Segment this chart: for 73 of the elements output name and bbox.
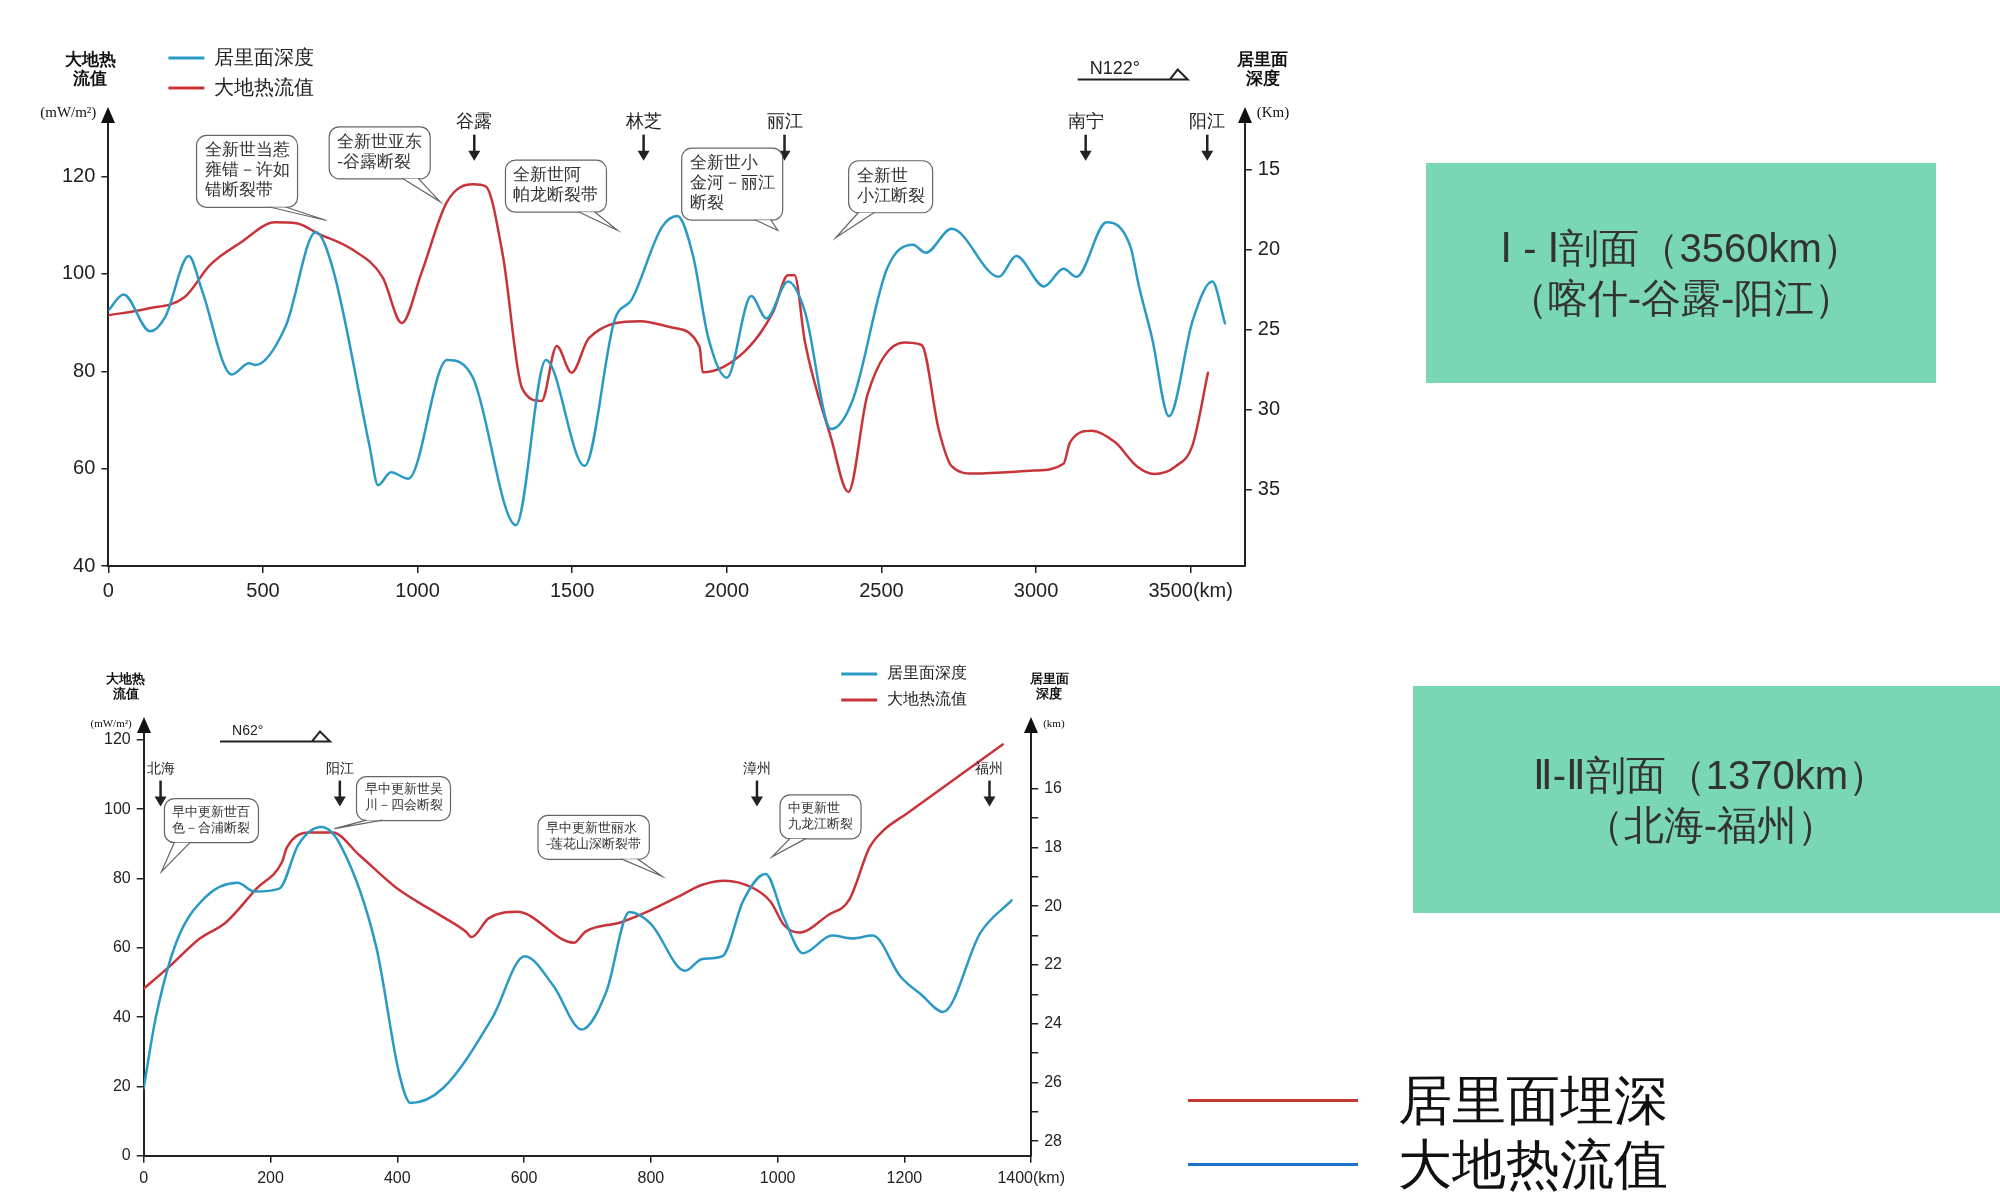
annotation: 阳江: [325, 760, 354, 776]
y2-tick-label: 15: [1257, 156, 1280, 179]
y2-tick-label: 22: [1044, 955, 1063, 973]
y-tick-label: 100: [103, 799, 131, 817]
annotation: 福州: [975, 760, 1004, 776]
annotation: 北海: [146, 760, 175, 776]
y-tick-label: 60: [112, 938, 131, 956]
y-tick-label: 80: [112, 868, 131, 886]
y2-tick-label: 35: [1257, 477, 1280, 500]
y-tick-label: 20: [112, 1076, 131, 1094]
x-tick-label: 1200: [886, 1168, 923, 1186]
text: Ⅰ - Ⅰ剖面（3560km）: [1500, 225, 1862, 272]
text: 大地热流值: [1398, 1134, 1668, 1194]
annotation: 漳州: [742, 760, 771, 776]
y2-tick-label: 24: [1044, 1014, 1063, 1032]
y2-tick-label: 25: [1257, 317, 1280, 340]
x-tick-label: 2000: [704, 578, 750, 601]
y2-tick-label: 18: [1044, 837, 1063, 855]
y-tick-label: 40: [112, 1007, 131, 1025]
annotation: 丽江: [766, 110, 803, 131]
x-tick-label: 3500(km): [1148, 578, 1233, 601]
text: 大地热流值(mW/m²): [90, 671, 146, 729]
y-tick-label: 60: [73, 456, 96, 479]
y-tick-label: 40: [73, 553, 96, 576]
text: Ⅱ-Ⅱ剖面（1370km）: [1533, 751, 1888, 799]
y2-tick-label: 28: [1044, 1131, 1063, 1149]
y-tick-label: 0: [121, 1146, 131, 1164]
y-tick-label: 100: [61, 261, 96, 284]
annotation: 林芝: [624, 110, 662, 131]
text: 居里面埋深: [1398, 1070, 1668, 1130]
x-tick-label: 1000: [395, 578, 440, 601]
y2-tick-label: 20: [1257, 237, 1280, 260]
x-tick-label: 1500: [549, 578, 595, 601]
annotation: 全新世小江断裂: [856, 165, 925, 205]
x-tick-label: 1400(km): [997, 1168, 1065, 1186]
annotation: 谷露: [456, 110, 493, 131]
y2-tick-label: 20: [1044, 896, 1063, 914]
x-tick-label: 400: [383, 1168, 411, 1186]
annotation: 早中更新世吴川－四会断裂: [364, 781, 443, 813]
legend-label: 居里面深度: [214, 45, 315, 68]
legend-label: 大地热流值: [887, 690, 968, 708]
annotation: 全新世阿帕龙断裂带: [513, 165, 599, 205]
legend-label: 大地热流值: [214, 75, 315, 98]
x-tick-label: 3000: [1013, 578, 1059, 601]
y2-tick-label: 26: [1044, 1072, 1063, 1090]
annotation: N62°: [232, 722, 264, 739]
annotation: 南宁: [1067, 110, 1104, 131]
x-tick-label: 200: [257, 1168, 284, 1186]
y-tick-label: 120: [103, 730, 131, 748]
x-tick-label: 0: [139, 1168, 149, 1186]
y2-axis-title: 居里面深度(Km): [1236, 50, 1290, 121]
y-tick-label: 120: [61, 164, 96, 187]
y-tick-label: 80: [73, 358, 96, 381]
legend-label: 居里面深度: [887, 664, 968, 682]
text: （北海-福州）: [1583, 801, 1838, 849]
annotation: 全新世亚东-谷露断裂: [337, 131, 423, 171]
text: 居里面深度(km): [1029, 671, 1069, 729]
y2-tick-label: 30: [1257, 397, 1280, 420]
annotation: 全新世当惹雍错－许如错断裂带: [203, 140, 290, 200]
y2-tick-label: 16: [1044, 779, 1063, 797]
y-axis-title: 大地热流值(mW/m²): [40, 50, 116, 121]
x-tick-label: 2500: [859, 578, 904, 601]
annotation: 阳江: [1189, 110, 1226, 131]
annotation: 早中更新世丽水-莲花山深断裂带: [546, 820, 642, 852]
x-tick-label: 600: [510, 1168, 538, 1186]
annotation: 全新世小金河－丽江断裂: [689, 153, 775, 213]
x-tick-label: 500: [246, 578, 280, 601]
annotation: 中更新世九龙江断裂: [788, 799, 854, 831]
annotation: 早中更新世百色－合浦断裂: [172, 803, 251, 835]
text: N122°: [1089, 57, 1140, 78]
text: （喀什-谷露-阳江）: [1507, 275, 1855, 322]
x-tick-label: 1000: [759, 1168, 796, 1186]
x-tick-label: 800: [637, 1168, 665, 1186]
